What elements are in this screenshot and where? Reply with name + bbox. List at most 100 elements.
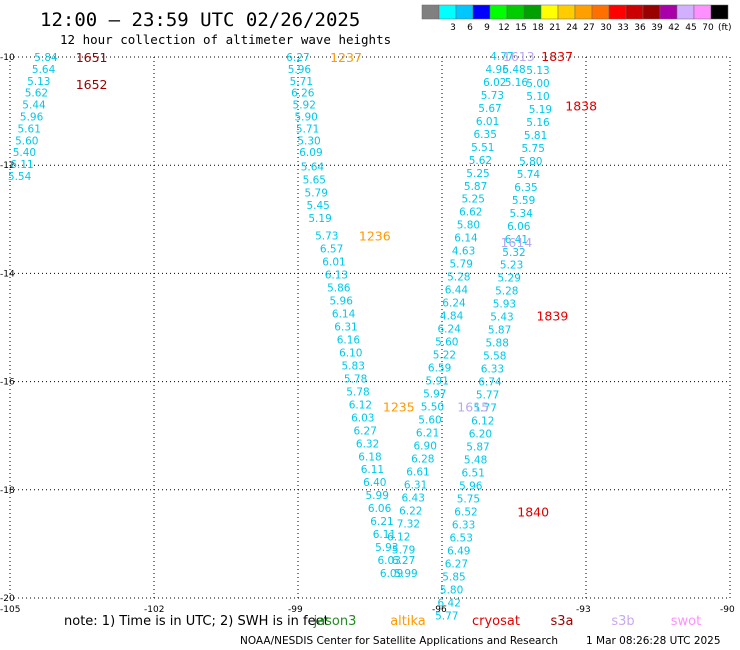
x-tick-label: -99	[288, 605, 303, 615]
legend-label: 39	[651, 23, 663, 33]
swh-value: 6.11	[373, 529, 396, 541]
swh-value: 6.33	[481, 364, 504, 376]
color-legend: 3 6 9 12 15 18 21 24 27 30 33 36 39 42 45 70	[421, 4, 729, 33]
swh-value: 5.96	[459, 480, 483, 492]
swh-value: 6.52	[454, 506, 477, 518]
swh-value: 5.87	[464, 181, 487, 193]
swh-value: 5.78	[346, 386, 369, 398]
swh-value: 5.62	[25, 88, 48, 100]
swh-value: 5.84	[34, 52, 58, 64]
legend-swatch	[710, 4, 729, 20]
swh-value: 6.03	[351, 412, 374, 424]
swh-value: 5.77	[474, 403, 497, 415]
swh-value: 6.06	[507, 221, 531, 233]
time-label: 1236	[359, 229, 391, 244]
legend-swatch	[523, 4, 542, 20]
swh-value: 6.28	[411, 453, 434, 465]
legend-swatch	[676, 4, 695, 20]
y-tick-label: -16	[0, 378, 15, 388]
legend-label: 6	[467, 23, 473, 33]
swh-value: 6.31	[404, 479, 427, 491]
x-tick-label: -90	[720, 605, 735, 615]
chart-title: 12:00 — 23:59 UTC 02/26/2025	[40, 9, 360, 31]
swh-value: 6.41	[505, 234, 528, 246]
swh-value: 5.60	[418, 414, 441, 426]
mission-s3a: s3a	[550, 614, 573, 629]
legend-label: 42	[668, 23, 679, 33]
swh-value: 6.32	[356, 438, 379, 450]
swh-value: 6.02	[483, 77, 506, 89]
swh-value: 5.87	[488, 325, 511, 337]
swh-value: 4.77	[490, 51, 513, 63]
swh-value: 4.63	[452, 246, 475, 258]
swh-value: 6.51	[462, 467, 485, 479]
swh-value: 5.45	[306, 200, 329, 212]
legend-unit: (ft)	[718, 23, 732, 33]
note-text: note: 1) Time is in UTC; 2) SWH is in fe…	[64, 614, 329, 629]
swh-value: 5.93	[375, 542, 398, 554]
axis-ticks: -105 -102 -99 -96 -93 -90 -10 -12 -14 -16 -18 -20	[0, 53, 735, 615]
swh-value: 5.00	[526, 78, 549, 90]
swh-value: 5.16	[526, 117, 550, 129]
swh-value: 6.12	[387, 531, 410, 543]
legend-swatch	[438, 4, 457, 20]
swh-value: 5.85	[442, 571, 465, 583]
legend-label: 18	[532, 23, 544, 33]
swh-value: 5.90	[294, 112, 317, 124]
swh-value: 5.50	[421, 401, 444, 413]
swh-value: 5.92	[293, 100, 316, 112]
time-label: 1652	[76, 77, 108, 92]
swh-value: 5.78	[344, 373, 367, 385]
swh-value: 5.59	[512, 195, 535, 207]
swh-value: 5.48	[502, 64, 525, 76]
legend-swatch	[506, 4, 525, 20]
swh-value: 6.43	[402, 492, 425, 504]
plot-grid	[9, 56, 731, 599]
swh-value: 5.97	[423, 389, 446, 401]
swh-value: 5.86	[327, 282, 351, 294]
legend-swatch	[557, 4, 576, 20]
swh-value: 6.12	[471, 416, 494, 428]
swh-value: 5.75	[457, 493, 480, 505]
legend-swatch	[574, 4, 593, 20]
swh-value: 6.18	[358, 451, 381, 463]
swh-value: 5.83	[342, 360, 365, 372]
swh-value: 4.96	[486, 64, 510, 76]
swh-value: 5.40	[13, 147, 36, 159]
swh-value: 5.93	[493, 299, 516, 311]
time-label: 1613	[503, 49, 535, 64]
legend-label: 15	[515, 23, 526, 33]
swh-value: 5.88	[486, 338, 509, 350]
swh-value: 5.19	[308, 213, 331, 225]
swh-value: 6.42	[438, 597, 461, 609]
legend-label: 70	[702, 23, 714, 33]
legend-swatch	[625, 4, 644, 20]
swh-value: 5.99	[366, 490, 389, 502]
y-tick-label: -12	[0, 161, 15, 171]
swh-value: 5.10	[526, 91, 549, 103]
legend-label: 27	[583, 23, 594, 33]
swh-value: 6.59	[428, 363, 451, 375]
swh-value: 5.67	[478, 103, 501, 115]
legend-swatch	[642, 4, 661, 20]
swh-value: 5.73	[481, 90, 504, 102]
x-tick-label: -102	[144, 605, 164, 615]
swh-value: 6.90	[414, 440, 437, 452]
swh-value: 6.03	[378, 555, 401, 567]
swh-value: 5.34	[510, 208, 534, 220]
legend-swatch	[489, 4, 508, 20]
swh-value: 6.44	[445, 285, 469, 297]
swh-value: 6.20	[469, 429, 492, 441]
swh-value: 4.84	[440, 311, 464, 323]
legend-label: 33	[617, 23, 628, 33]
time-label: 1839	[536, 309, 568, 324]
swh-value: 5.48	[464, 455, 487, 467]
swh-value: 5.30	[297, 135, 320, 147]
time-label: 1237	[330, 50, 362, 65]
swh-value: 5.71	[296, 123, 319, 135]
legend-swatch	[472, 4, 491, 20]
time-labels: 1651 1652 1237 1236 1235 1837 1838 1839 1840 1614…	[76, 49, 597, 520]
swh-value: 5.51	[471, 142, 494, 154]
swh-value: 5.75	[522, 143, 545, 155]
swh-value: 6.24	[442, 298, 466, 310]
